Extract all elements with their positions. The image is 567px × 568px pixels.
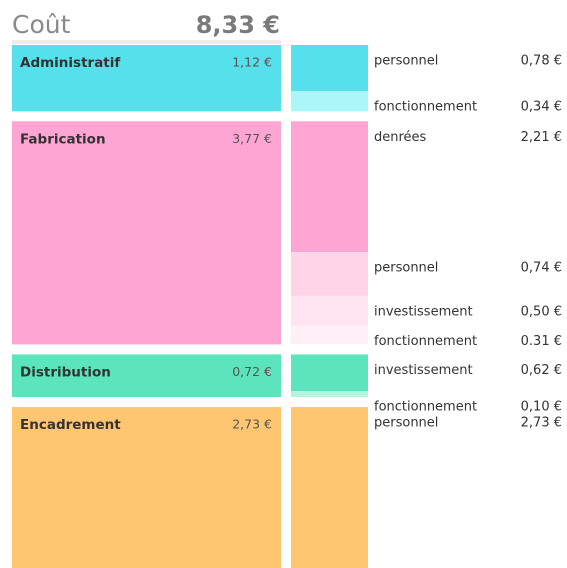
item-name: denrées bbox=[374, 130, 427, 145]
item-block bbox=[291, 45, 368, 92]
item-value: 0,34 € bbox=[521, 100, 562, 115]
group-value: 2,73 € bbox=[232, 417, 272, 432]
group-value: 0,72 € bbox=[232, 364, 272, 379]
item-name: fonctionnement bbox=[374, 100, 477, 115]
item-name: personnel bbox=[374, 54, 438, 69]
group-value: 1,12 € bbox=[232, 55, 272, 70]
item-value: 0,50 € bbox=[521, 304, 562, 319]
item-block bbox=[291, 252, 368, 296]
item-value: 0,62 € bbox=[521, 363, 562, 378]
item-value: 0,74 € bbox=[521, 261, 562, 276]
item-name: fonctionnement bbox=[374, 334, 477, 349]
item-block bbox=[291, 391, 368, 398]
item-block bbox=[291, 325, 368, 344]
item-value: 2,21 € bbox=[521, 130, 562, 145]
item-value: 0,78 € bbox=[521, 54, 562, 69]
item-block bbox=[291, 121, 368, 253]
group-name: Encadrement bbox=[20, 417, 121, 433]
item-name: investissement bbox=[374, 304, 473, 319]
total: 8,33 € bbox=[196, 11, 280, 39]
item-value: 0.31 € bbox=[521, 334, 562, 349]
group-block bbox=[12, 121, 281, 345]
item-block bbox=[291, 295, 368, 326]
item-block bbox=[291, 354, 368, 392]
item-block bbox=[291, 407, 368, 568]
item-value: 2,73 € bbox=[521, 416, 562, 431]
group-name: Fabrication bbox=[20, 131, 106, 147]
group-value: 3,77 € bbox=[232, 131, 272, 146]
item-name: personnel bbox=[374, 261, 438, 276]
group-block bbox=[12, 407, 281, 568]
item-name: investissement bbox=[374, 363, 473, 378]
item-name: fonctionnement bbox=[374, 400, 477, 415]
item-block bbox=[291, 91, 368, 112]
chart-title: Coût bbox=[12, 10, 71, 39]
item-value: 0,10 € bbox=[521, 400, 562, 415]
group-block bbox=[12, 45, 281, 112]
item-name: personnel bbox=[374, 416, 438, 431]
title-rule bbox=[12, 40, 281, 44]
group-name: Administratif bbox=[20, 55, 120, 71]
group-block bbox=[12, 354, 281, 398]
group-name: Distribution bbox=[20, 364, 111, 380]
